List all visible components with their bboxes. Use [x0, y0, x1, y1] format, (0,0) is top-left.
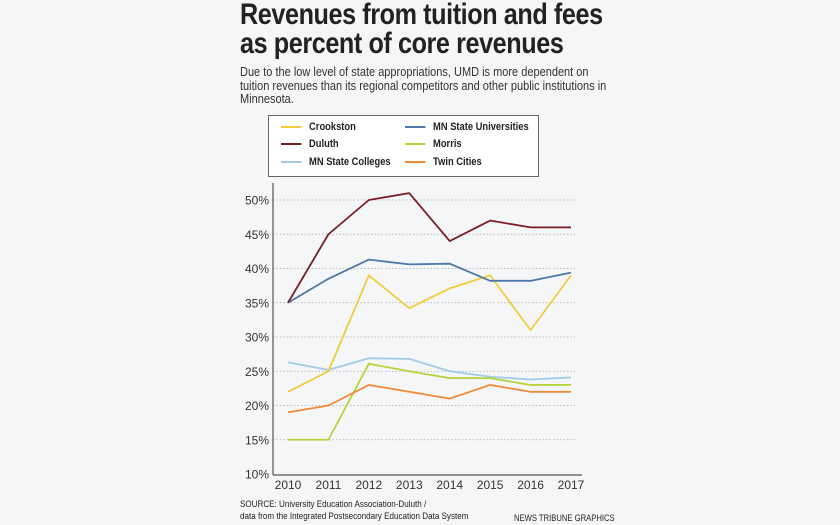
legend-swatch: [281, 161, 302, 163]
chart-subtitle: Due to the low level of state appropriat…: [240, 65, 607, 106]
series-line-mn-state-colleges: [287, 357, 572, 381]
x-tick-label: 2014: [436, 478, 463, 492]
x-tick-label: 2016: [517, 478, 544, 492]
series-line-morris: [288, 362, 571, 441]
source-note: SOURCE: University Education Association…: [240, 499, 468, 523]
legend-swatch: [281, 126, 302, 128]
legend-item-twin-cities: Twin Cities: [405, 156, 482, 168]
y-tick-label: 35%: [245, 296, 269, 310]
legend-item-mn-state-universities: MN State Universities: [405, 121, 529, 133]
chart-title: Revenues from tuition and fees as percen…: [240, 0, 603, 60]
series-line-duluth: [287, 192, 571, 304]
legend-label: Crookston: [309, 121, 356, 133]
legend-swatch: [405, 126, 426, 128]
x-tick-label: 2010: [275, 478, 302, 492]
x-tick-label: 2012: [356, 478, 383, 492]
legend-item-crookston: Crookston: [281, 121, 356, 133]
x-tick-label: 2013: [396, 478, 423, 492]
y-tick-label: 10%: [245, 468, 269, 482]
y-tick-label: 20%: [245, 399, 269, 413]
series-line-twin-cities: [287, 384, 571, 414]
y-tick-label: 25%: [245, 365, 269, 379]
x-tick-label: 2015: [477, 478, 504, 492]
legend-item-morris: Morris: [405, 138, 462, 150]
legend-label: Duluth: [309, 138, 339, 150]
source-line: SOURCE: University Education Association…: [240, 499, 427, 510]
legend-swatch: [281, 143, 302, 145]
legend-label: MN State Universities: [433, 121, 529, 133]
legend-swatch: [405, 161, 426, 163]
y-tick-label: 30%: [245, 331, 269, 345]
y-tick-label: 50%: [245, 194, 269, 208]
legend-label: Morris: [433, 138, 462, 150]
legend-item-duluth: Duluth: [281, 138, 339, 150]
legend-label: MN State Colleges: [309, 156, 391, 168]
legend: Crookston Duluth MN State Colleges MN St…: [268, 115, 539, 177]
y-tick-label: 40%: [245, 262, 269, 276]
legend-swatch: [405, 143, 426, 145]
series-line-mn-state-universities: [287, 258, 572, 304]
source-line: data from the Integrated Postsecondary E…: [240, 511, 469, 522]
y-tick-label: 15%: [245, 433, 269, 447]
y-tick-label: 45%: [245, 228, 269, 242]
legend-item-mn-state-colleges: MN State Colleges: [281, 156, 391, 168]
x-tick-label: 2011: [316, 478, 342, 492]
credit: NEWS TRIBUNE GRAPHICS: [514, 513, 615, 523]
series-line-crookston: [287, 274, 572, 393]
legend-label: Twin Cities: [433, 156, 482, 168]
x-tick-label: 2017: [558, 478, 585, 492]
